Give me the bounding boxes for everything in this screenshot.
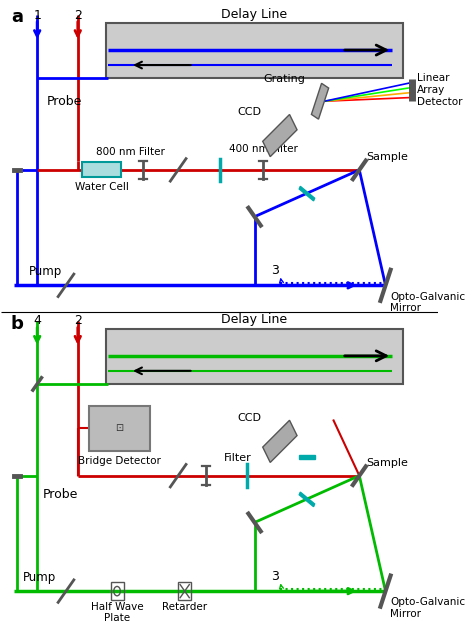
Text: Retarder: Retarder (162, 602, 207, 612)
Text: Delay Line: Delay Line (221, 313, 288, 326)
Text: CCD: CCD (237, 413, 261, 423)
Text: Filter: Filter (224, 453, 252, 463)
Bar (178, 581, 191, 600)
Bar (106, 329, 403, 384)
Text: 1: 1 (33, 9, 41, 21)
Bar (89, 406, 150, 450)
Text: 800 nm Filter: 800 nm Filter (96, 147, 164, 158)
Text: CCD: CCD (237, 107, 261, 117)
Text: Water Cell: Water Cell (75, 182, 129, 192)
Text: Linear
Array
Detector: Linear Array Detector (417, 74, 463, 106)
Bar (110, 581, 124, 600)
Text: Opto-Galvanic
Mirror: Opto-Galvanic Mirror (390, 292, 465, 313)
Text: ⊡: ⊡ (115, 423, 123, 433)
Text: Probe: Probe (47, 94, 82, 108)
Polygon shape (299, 455, 315, 459)
Text: Bridge Detector: Bridge Detector (78, 455, 161, 466)
Text: Probe: Probe (43, 488, 78, 501)
Text: 400 nm Filter: 400 nm Filter (229, 144, 298, 154)
Polygon shape (263, 420, 297, 462)
Text: Opto-Galvanic
Mirror: Opto-Galvanic Mirror (390, 597, 465, 619)
Text: Sample: Sample (366, 152, 408, 163)
Text: Pump: Pump (23, 571, 56, 584)
Polygon shape (299, 186, 315, 201)
Text: b: b (11, 314, 24, 333)
Text: Pump: Pump (28, 265, 62, 278)
Text: 3: 3 (272, 570, 280, 583)
Bar (106, 23, 403, 78)
Text: Sample: Sample (366, 458, 408, 468)
Text: 2: 2 (74, 9, 82, 21)
Text: 2: 2 (74, 314, 82, 328)
Text: Delay Line: Delay Line (221, 8, 288, 21)
Text: Grating: Grating (263, 74, 305, 84)
Polygon shape (299, 492, 315, 507)
Polygon shape (311, 83, 328, 119)
Text: a: a (11, 8, 23, 26)
Polygon shape (263, 115, 297, 157)
Bar (82, 163, 121, 178)
Text: 4: 4 (33, 314, 41, 328)
Text: Half Wave
Plate: Half Wave Plate (91, 602, 143, 623)
Text: 3: 3 (272, 264, 280, 277)
